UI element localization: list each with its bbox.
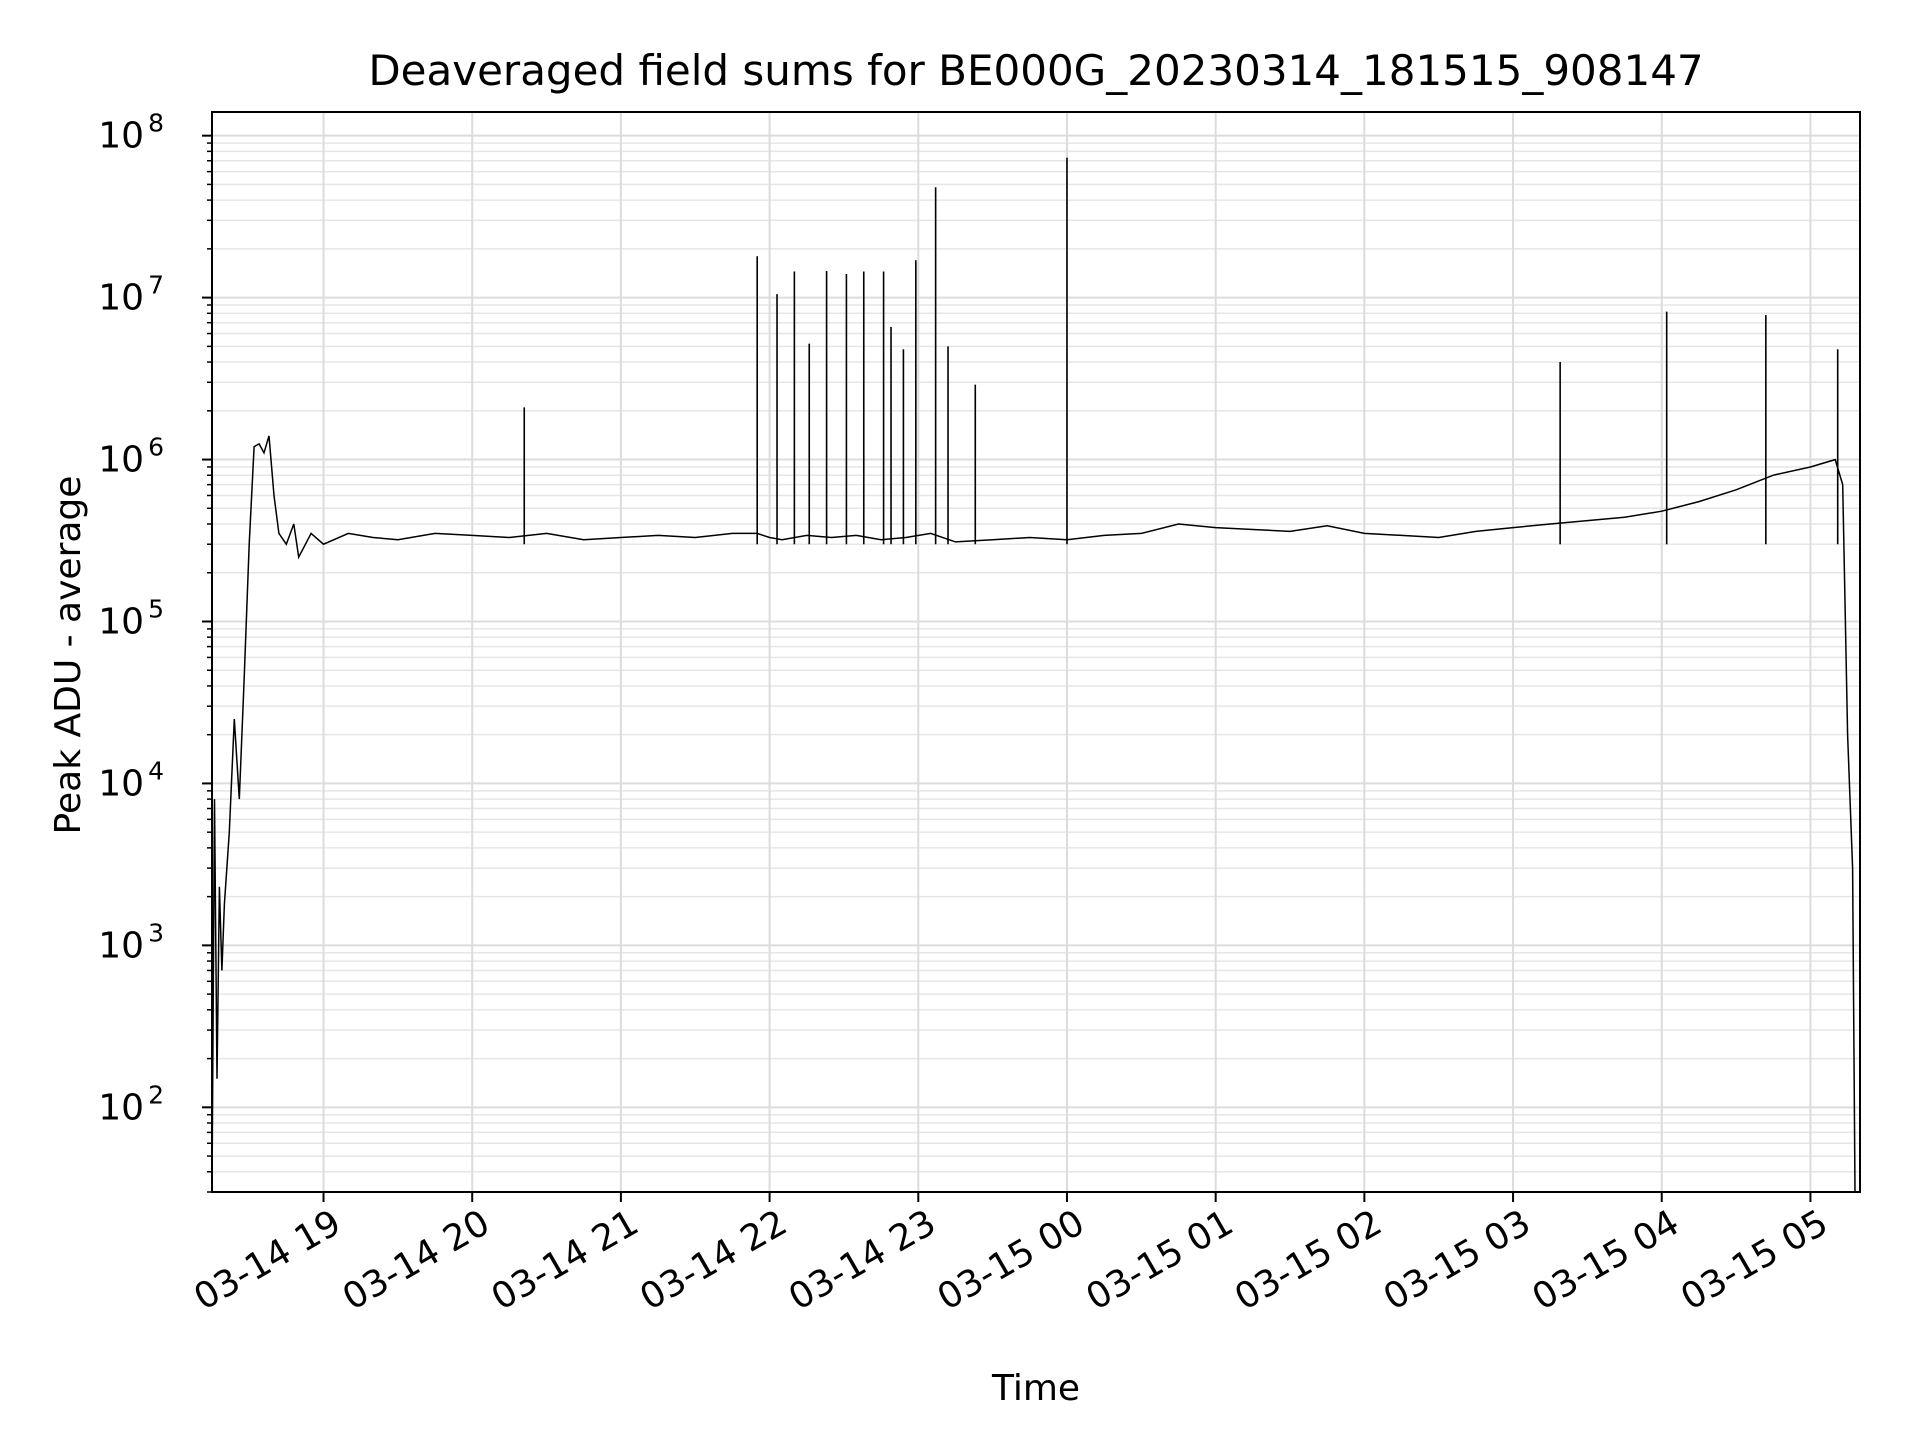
plot-frame [211, 111, 1861, 1193]
grid [212, 112, 1860, 1193]
y-tick-label: 10 [98, 601, 144, 642]
y-tick-exponent: 5 [148, 594, 164, 623]
y-tick-exponent: 8 [148, 109, 164, 138]
y-tick-exponent: 7 [148, 271, 164, 300]
y-tick-label: 10 [98, 925, 144, 966]
y-tick-base: 10 [98, 440, 144, 481]
series-line [211, 435, 1856, 1193]
y-tick-base: 10 [98, 763, 144, 804]
y-tick-base: 10 [98, 278, 144, 319]
x-axis-label: Time [991, 1368, 1080, 1409]
y-tick-label: 10 [98, 440, 144, 481]
y-tick-base: 10 [98, 925, 144, 966]
y-tick-exponent: 2 [148, 1080, 164, 1109]
y-tick-label: 10 [98, 278, 144, 319]
y-tick-base: 10 [98, 116, 144, 157]
y-axis-label: Peak ADU - average [48, 476, 89, 835]
chart-title: Deaveraged field sums for BE000G_2023031… [368, 46, 1703, 95]
y-tick-label: 10 [98, 116, 144, 157]
y-tick-exponent: 3 [148, 918, 164, 947]
y-tick-base: 10 [98, 601, 144, 642]
series-layer [211, 157, 1856, 1193]
y-tick-base: 10 [98, 1087, 144, 1128]
y-tick-label: 10 [98, 1087, 144, 1128]
y-tick-label: 10 [98, 763, 144, 804]
y-tick-exponent: 6 [148, 433, 164, 462]
y-tick-exponent: 4 [148, 756, 164, 785]
